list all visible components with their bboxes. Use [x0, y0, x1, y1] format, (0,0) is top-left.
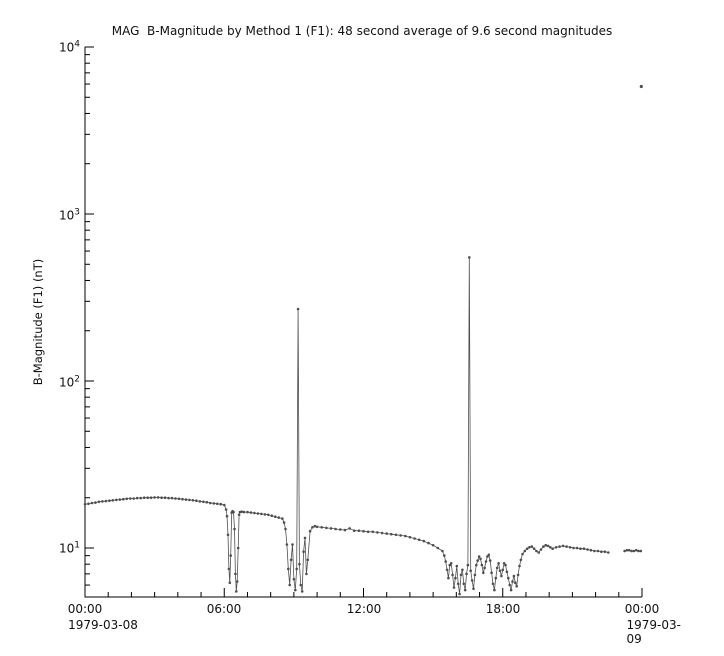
- axis-lines: [84, 47, 642, 598]
- x-tick-label: 00:00: [67, 602, 103, 616]
- x-date-label-left: 1979-03-08: [68, 618, 138, 632]
- y-axis-label: B-Magnitude (F1) (nT): [31, 258, 45, 386]
- y-tick-label: 101: [58, 540, 80, 556]
- outlier-points: [639, 84, 643, 89]
- data-series: [83, 256, 643, 596]
- x-tick-label: 12:00: [346, 602, 382, 616]
- y-tick-label: 104: [58, 39, 80, 55]
- x-tick-label: 00:00: [624, 602, 660, 616]
- y-tick-label: 102: [58, 374, 80, 390]
- axis-ticks: [84, 46, 643, 597]
- x-tick-label: 18:00: [485, 602, 521, 616]
- x-date-label-right: 1979-03-09: [626, 618, 681, 646]
- chart-title: MAG B-Magnitude by Method 1 (F1): 48 sec…: [111, 24, 613, 38]
- x-tick-label: 06:00: [206, 602, 242, 616]
- y-tick-label: 103: [58, 207, 80, 223]
